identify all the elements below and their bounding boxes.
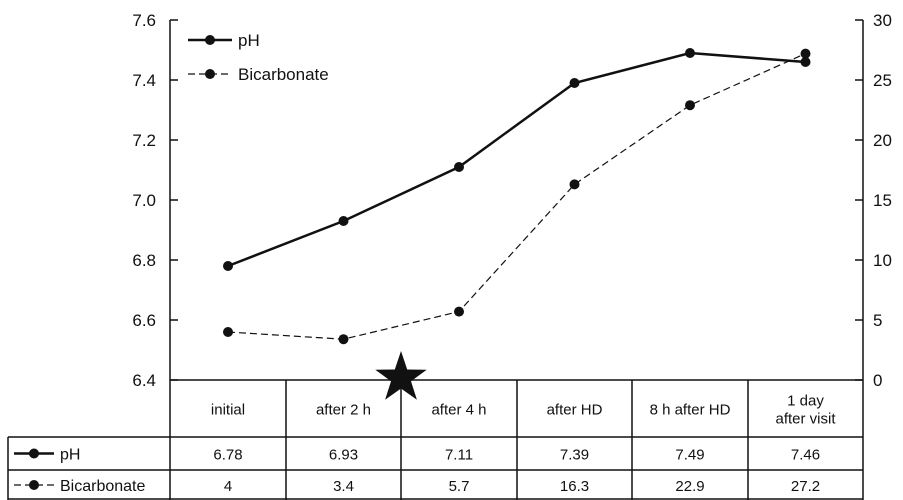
data-point-ph: [569, 78, 580, 88]
table-cell: 7.11: [445, 447, 473, 464]
data-point-bicarbonate: [338, 334, 349, 345]
category-label: after 2 h: [316, 402, 371, 419]
legend-marker-ph: [205, 35, 215, 45]
left-tick-label: 6.6: [132, 311, 156, 330]
data-point-bicarbonate: [569, 179, 580, 190]
chart-legend: pH Bicarbonate: [188, 31, 329, 84]
right-tick-label: 25: [873, 71, 892, 90]
legend-label-ph: pH: [238, 31, 260, 50]
table-cell: 7.46: [791, 447, 820, 464]
category-label: 8 h after HD: [650, 402, 731, 419]
left-tick-label: 7.2: [132, 131, 156, 150]
data-point-bicarbonate: [454, 306, 464, 317]
row-legend-marker-ph: [29, 448, 39, 459]
table-cell: 3.4: [333, 478, 354, 495]
chart-annotation: [375, 351, 427, 400]
category-label: after HD: [547, 402, 603, 419]
table-cell: 7.49: [675, 447, 704, 464]
data-point-ph: [454, 162, 464, 172]
right-tick-label: 30: [873, 11, 892, 30]
left-tick-label: 6.4: [132, 371, 156, 390]
table-cell: 4: [224, 478, 232, 495]
legend-label-bicarbonate: Bicarbonate: [238, 65, 329, 84]
star-icon: [375, 351, 427, 400]
category-label: 1 day: [787, 393, 824, 410]
data-point-ph: [685, 48, 695, 58]
data-point-ph: [800, 57, 811, 67]
table-row-label: Bicarbonate: [60, 478, 145, 495]
category-label: after visit: [775, 411, 836, 428]
left-tick-label: 6.8: [132, 251, 156, 270]
series-line-bicarbonate: [227, 53, 806, 340]
category-label: initial: [211, 402, 245, 419]
row-legend-marker-bicarbonate: [29, 480, 39, 490]
category-label: after 4 h: [431, 402, 486, 419]
table-cell: 6.93: [329, 447, 358, 464]
data-point-ph: [223, 261, 233, 271]
table-row-label: pH: [60, 447, 80, 464]
left-tick-label: 7.4: [132, 71, 156, 90]
table-cell: 7.39: [560, 447, 589, 464]
table-cell: 5.7: [449, 478, 470, 495]
left-tick-label: 7.0: [132, 191, 156, 210]
table-cell: 27.2: [791, 478, 820, 495]
right-tick-label: 5: [873, 311, 882, 330]
legend-marker-bicarbonate: [205, 69, 215, 79]
chart-axes: 6.4 6.6 6.8 7.0 7.2 7.4 7.6 0 5 10 15 20 25 30: [132, 11, 892, 390]
data-table: initial after 2 h after 4 h after HD 8 h aft…: [7, 379, 864, 500]
right-tick-label: 15: [873, 191, 892, 210]
data-point-bicarbonate: [800, 48, 811, 59]
table-cell: 6.78: [213, 447, 242, 464]
table-cell: 16.3: [560, 478, 589, 495]
data-point-bicarbonate: [223, 327, 233, 337]
right-tick-label: 0: [873, 371, 882, 390]
series-line-ph: [227, 51, 806, 268]
table-cell: 22.9: [675, 478, 704, 495]
data-point-ph: [338, 216, 349, 226]
right-tick-label: 10: [873, 251, 892, 270]
left-tick-label: 7.6: [132, 11, 156, 30]
right-tick-label: 20: [873, 131, 892, 150]
chart-marks: [223, 48, 811, 345]
data-point-bicarbonate: [685, 100, 695, 111]
